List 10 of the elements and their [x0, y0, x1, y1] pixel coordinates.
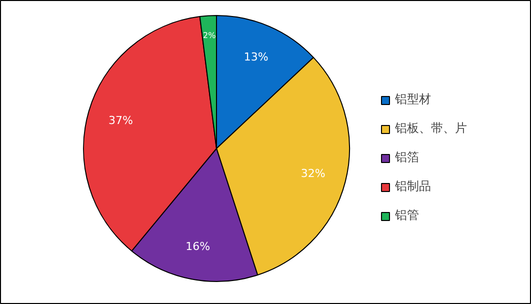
data-label: 16%: [186, 240, 210, 253]
data-label: 2%: [203, 31, 216, 40]
data-label: 32%: [300, 166, 326, 180]
data-label: 13%: [244, 50, 268, 64]
legend-label: 铝型材: [395, 91, 431, 108]
legend-label: 铝制品: [395, 178, 431, 195]
legend-label: 铝箔: [395, 149, 419, 166]
data-label: 37%: [108, 114, 133, 128]
legend-label: 铝管: [395, 207, 419, 224]
legend-label: 铝板、带、片: [395, 120, 467, 137]
